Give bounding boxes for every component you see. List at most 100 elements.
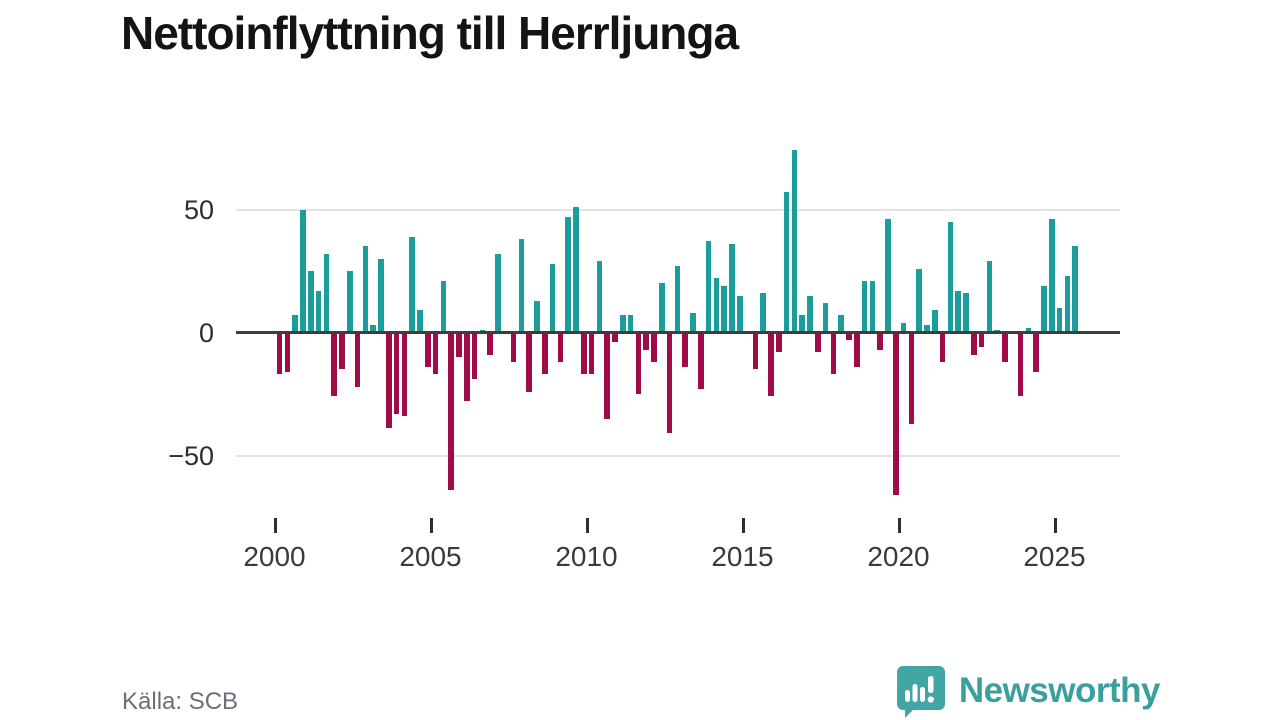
x-axis-label: 2025 bbox=[1023, 541, 1086, 572]
bar-negative bbox=[510, 332, 517, 363]
bar-positive bbox=[931, 310, 938, 333]
bar-positive bbox=[346, 271, 353, 333]
bar-negative bbox=[393, 332, 400, 414]
x-axis-label: 2005 bbox=[399, 541, 462, 572]
bar-negative bbox=[682, 332, 689, 367]
bar-positive bbox=[721, 285, 728, 333]
bar-positive bbox=[807, 295, 813, 333]
gridline bbox=[236, 454, 1120, 457]
bar-positive bbox=[900, 322, 907, 333]
bar-negative bbox=[814, 332, 821, 353]
bar-positive bbox=[736, 295, 743, 333]
y-axis-label: −50 bbox=[168, 440, 214, 471]
bar-positive bbox=[674, 266, 681, 333]
bar-positive bbox=[861, 280, 868, 333]
bar-negative bbox=[385, 332, 392, 429]
bar-positive bbox=[1025, 327, 1032, 333]
bar-negative bbox=[775, 332, 782, 353]
bar-positive bbox=[1048, 219, 1055, 333]
bar-negative bbox=[580, 332, 587, 375]
bar-negative bbox=[970, 332, 977, 355]
bar-negative bbox=[752, 332, 759, 370]
bar-negative bbox=[908, 332, 915, 424]
x-axis-tick bbox=[1053, 518, 1057, 533]
bar-negative bbox=[448, 332, 455, 490]
bar-positive bbox=[549, 263, 556, 333]
bar-negative bbox=[471, 332, 478, 380]
bar-positive bbox=[362, 246, 369, 333]
x-axis-label: 2010 bbox=[555, 541, 618, 572]
bar-negative bbox=[846, 332, 852, 340]
bar-positive bbox=[885, 219, 891, 333]
bar-positive bbox=[1056, 307, 1063, 333]
source-note: Källa: SCB bbox=[122, 688, 239, 715]
bar-positive bbox=[370, 325, 377, 333]
bar-negative bbox=[612, 332, 618, 343]
y-axis-label: 50 bbox=[183, 194, 214, 225]
bar-negative bbox=[978, 332, 985, 348]
bar-positive bbox=[323, 253, 330, 333]
bar-negative bbox=[284, 332, 291, 372]
bar-positive bbox=[1064, 275, 1071, 333]
bar-positive bbox=[869, 280, 876, 333]
bar-negative bbox=[635, 332, 642, 394]
bar-negative bbox=[354, 332, 361, 387]
y-axis-label: 0 bbox=[198, 317, 214, 348]
bar-negative bbox=[463, 332, 470, 402]
bar-positive bbox=[315, 290, 322, 333]
bar-positive bbox=[838, 315, 845, 333]
bar-positive bbox=[619, 315, 626, 333]
bar-negative bbox=[1017, 332, 1024, 397]
bar-negative bbox=[557, 332, 564, 363]
bar-positive bbox=[924, 325, 930, 333]
bar-negative bbox=[1033, 332, 1040, 372]
bar-positive bbox=[534, 300, 540, 333]
bar-positive bbox=[417, 310, 423, 333]
bar-positive bbox=[307, 271, 314, 333]
x-axis-label: 2020 bbox=[867, 541, 930, 572]
bar-positive bbox=[658, 283, 665, 333]
bar-positive bbox=[1072, 246, 1079, 333]
bar-positive bbox=[690, 312, 696, 333]
bar-positive bbox=[440, 280, 447, 333]
bar-positive bbox=[783, 192, 790, 333]
bar-positive bbox=[955, 290, 962, 333]
bar-positive bbox=[1041, 285, 1047, 333]
newsworthy-icon bbox=[895, 664, 947, 718]
newsworthy-wordmark: Newsworthy bbox=[958, 671, 1161, 710]
bar-positive bbox=[573, 207, 579, 333]
bar-negative bbox=[456, 332, 462, 358]
newsworthy-logo: Newsworthy bbox=[895, 664, 1161, 718]
gridline bbox=[236, 208, 1120, 211]
bar-negative bbox=[331, 332, 338, 397]
x-axis-tick bbox=[429, 518, 433, 533]
bar-negative bbox=[853, 332, 860, 367]
bar-negative bbox=[541, 332, 548, 375]
bar-positive bbox=[963, 293, 969, 333]
bar-negative bbox=[830, 332, 837, 375]
bar-positive bbox=[565, 216, 572, 333]
bar-positive bbox=[705, 241, 712, 333]
bar-negative bbox=[401, 332, 408, 417]
bar-negative bbox=[424, 332, 431, 367]
x-axis-label: 2000 bbox=[243, 541, 306, 572]
bar-negative bbox=[588, 332, 595, 375]
x-axis-label: 2015 bbox=[711, 541, 774, 572]
bar-negative bbox=[604, 332, 611, 419]
bar-negative bbox=[1002, 332, 1008, 363]
bar-negative bbox=[339, 332, 345, 370]
bar-negative bbox=[939, 332, 946, 363]
bar-positive bbox=[627, 315, 634, 333]
x-axis-tick bbox=[585, 518, 589, 533]
bar-negative bbox=[666, 332, 673, 434]
bar-negative bbox=[487, 332, 494, 355]
bar-positive bbox=[791, 150, 798, 333]
bar-positive bbox=[729, 243, 735, 333]
bar-positive bbox=[378, 258, 384, 333]
chart-title: Nettoinflyttning till Herrljunga bbox=[121, 7, 739, 59]
x-axis-tick bbox=[741, 518, 745, 533]
bar-positive bbox=[986, 261, 993, 333]
bar-negative bbox=[768, 332, 774, 397]
bar-negative bbox=[432, 332, 439, 375]
